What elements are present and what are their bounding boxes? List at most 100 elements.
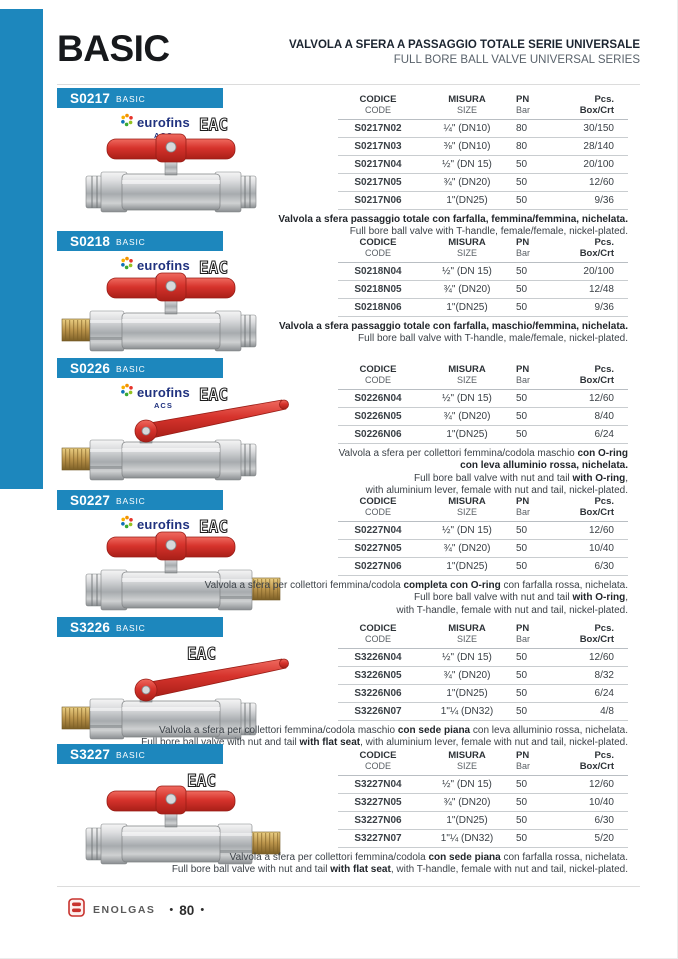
section-header-bar: S3227 BASIC [57,744,223,764]
section-series-tag: BASIC [116,496,146,506]
cell-pn: 50 [516,521,562,540]
cell-code: S0227N05 [338,539,418,558]
header-pcs: Pcs. Box/Crt [562,750,628,776]
header-size: MISURA SIZE [418,94,516,120]
eurofins-wordmark: eurofins [137,115,190,130]
cell-pn: 80 [516,119,562,138]
cell-pcs: 6/24 [562,684,628,703]
cell-pn: 50 [516,829,562,848]
eurofins-wordmark: eurofins [137,385,190,400]
description-line: Full bore ball valve with nut and tail w… [141,737,628,749]
bullet-left: • [169,904,174,916]
description-line: Valvola a sfera per collettori femmina/c… [204,580,628,591]
svg-text:EAC: EAC [199,518,228,538]
svg-text:EAC: EAC [187,645,216,665]
subtitle-italian: VALVOLA A SFERA A PASSAGGIO TOTALE SERIE… [289,39,640,51]
section-header-bar: S0226 BASIC [57,358,223,378]
description-line: Valvola a sfera per collettori femmina/c… [229,852,628,863]
cell-size: ½" (DN 15) [418,262,516,281]
enolgas-brand: ENOLGAS [93,904,156,916]
cell-pcs: 12/60 [562,389,628,408]
header-pn: PN Bar [516,364,562,390]
table-row: S0217N05 ¾" (DN20) 50 12/60 [338,173,628,192]
table-row: S3227N07 1"¼ (DN32) 50 5/20 [338,829,628,848]
cell-pn: 50 [516,557,562,576]
cell-pcs: 5/20 [562,829,628,848]
table-row: S3227N06 1"(DN25) 50 6/30 [338,811,628,830]
cell-size: 1"(DN25) [418,557,516,576]
cell-code: S3227N05 [338,793,418,812]
cell-size: 1"¼ (DN32) [418,702,516,721]
eac-logo: EAC [198,515,230,542]
section-code: S3227 [70,746,111,762]
cell-code: S0227N06 [338,557,418,576]
section-series-tag: BASIC [116,94,146,104]
section-series-tag: BASIC [116,237,146,247]
header-code: CODICE CODE [338,623,418,649]
cell-code: S0218N06 [338,298,418,317]
cell-size: ½" (DN 15) [418,389,516,408]
valve-photo-lever-handle [46,645,296,747]
table-row: S3227N05 ¾" (DN20) 50 10/40 [338,793,628,812]
description-line: Full bore ball valve with T-handle, fema… [349,226,628,238]
eac-logo: EAC [198,256,230,283]
description-line: Valvola a sfera per collettori femmina/c… [338,448,628,459]
header-pn: PN Bar [516,623,562,649]
section-code: S0227 [70,492,111,508]
cell-pcs: 8/40 [562,407,628,426]
cell-size: 1"(DN25) [418,684,516,703]
description-line: Full bore ball valve with nut and tail w… [414,472,628,484]
section-description: Valvola a sfera passaggio totale con far… [57,321,628,346]
eurofins-flower-icon [120,383,134,402]
section-detail-column: CODICE CODE MISURA SIZE PN Bar Pcs. Box/Crt… [172,750,628,877]
cell-size: 1"¼ (DN32) [418,829,516,848]
table-row: S0217N06 1"(DN25) 50 9/36 [338,191,628,210]
cell-code: S3226N05 [338,666,418,685]
table-row: S3226N06 1"(DN25) 50 6/24 [338,684,628,703]
table-row: S3226N07 1"¼ (DN32) 50 4/8 [338,702,628,721]
table-row: S3226N05 ¾" (DN20) 50 8/32 [338,666,628,685]
cell-code: S0217N05 [338,173,418,192]
cell-code: S0226N05 [338,407,418,426]
cell-pcs: 6/30 [562,811,628,830]
cell-pn: 50 [516,173,562,192]
eurofins-acs-logo: eurofins ACS [120,383,190,410]
section-description: Valvola a sfera per collettori femmina/c… [57,580,628,617]
cell-pn: 50 [516,191,562,210]
cell-pcs: 12/60 [562,173,628,192]
header-pn: PN Bar [516,94,562,120]
cell-pcs: 9/36 [562,298,628,317]
cell-size: 1"(DN25) [418,298,516,317]
table-row: S0227N04 ½" (DN 15) 50 12/60 [338,521,628,540]
eurofins-wordmark: eurofins [137,517,190,532]
table-row: S0218N05 ¾" (DN20) 50 12/48 [338,280,628,299]
header-pcs: Pcs. Box/Crt [562,237,628,263]
table-row: S3227N04 ½" (DN 15) 50 12/60 [338,775,628,794]
eurofins-wordmark: eurofins [137,258,190,273]
header-pn: PN Bar [516,237,562,263]
cell-pn: 50 [516,298,562,317]
cell-pcs: 8/32 [562,666,628,685]
header-pn: PN Bar [516,750,562,776]
cell-pn: 50 [516,684,562,703]
cell-pn: 50 [516,280,562,299]
cell-code: S3226N06 [338,684,418,703]
cell-size: ½" (DN 15) [418,521,516,540]
cell-code: S3227N07 [338,829,418,848]
cell-pcs: 20/100 [562,262,628,281]
cell-pcs: 12/48 [562,280,628,299]
spec-table: CODICE CODE MISURA SIZE PN Bar Pcs. Box/Crt… [338,496,628,576]
cell-code: S3226N07 [338,702,418,721]
footer-divider [57,886,640,887]
svg-text:EAC: EAC [187,772,216,792]
description-line: Full bore ball valve with T-handle, male… [358,333,628,345]
cell-pn: 50 [516,648,562,667]
page-subtitle: VALVOLA A SFERA A PASSAGGIO TOTALE SERIE… [289,38,640,68]
table-row: S0226N04 ½" (DN 15) 50 12/60 [338,389,628,408]
spec-table: CODICE CODE MISURA SIZE PN Bar Pcs. Box/Crt… [338,237,628,317]
table-row: S0218N06 1"(DN25) 50 9/36 [338,298,628,317]
cell-pcs: 12/60 [562,521,628,540]
description-line: Valvola a sfera passaggio totale con far… [278,214,628,225]
bullet-right: • [200,904,205,916]
description-line: Full bore ball valve with nut and tail w… [414,592,628,604]
